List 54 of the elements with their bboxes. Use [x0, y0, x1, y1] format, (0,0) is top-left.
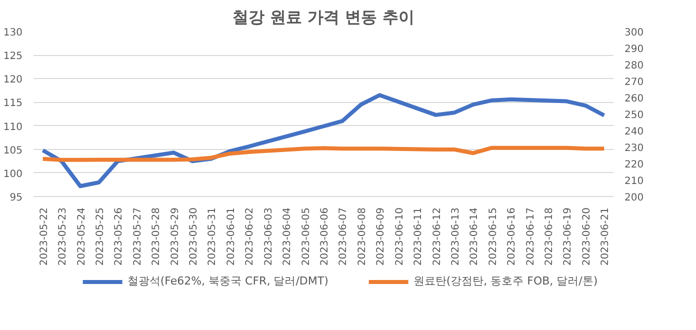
- x-tick-label: 2023-06-14: [469, 207, 480, 266]
- legend-label: 원료탄(강점탄, 동호주 FOB, 달러/톤): [413, 274, 598, 288]
- x-tick-label: 2023-06-19: [562, 207, 574, 266]
- x-tick-label: 2023-06-16: [506, 207, 518, 266]
- y-tick-label: 110: [3, 122, 23, 133]
- x-tick-label: 2023-06-15: [488, 207, 499, 266]
- x-tick-label: 2023-05-30: [188, 207, 200, 266]
- x-tick-label: 2023-05-25: [94, 207, 106, 266]
- x-tick-label: 2023-06-07: [338, 207, 350, 266]
- y-tick-label: 120: [3, 74, 23, 86]
- y-tick-label: 100: [3, 168, 23, 180]
- y2-tick-label: 270: [624, 77, 644, 88]
- x-tick-label: 2023-06-13: [450, 207, 462, 266]
- y2-tick-label: 240: [624, 126, 644, 138]
- y2-tick-label: 220: [624, 160, 644, 170]
- x-tick-label: 2023-06-04: [282, 207, 294, 266]
- y-tick-label: 105: [3, 145, 23, 156]
- x-tick-label: 2023-05-23: [58, 207, 69, 266]
- legend-label: 철광석(Fe62%, 북중국 CFR, 달러/DMT): [127, 274, 328, 288]
- y2-tick-label: 290: [624, 44, 644, 55]
- x-tick-label: 2023-06-21: [600, 207, 612, 266]
- y-tick-label: 130: [3, 28, 23, 38]
- x-tick-label: 2023-06-02: [244, 207, 256, 266]
- x-tick-label: 2023-06-08: [356, 207, 368, 266]
- x-tick-label: 2023-05-27: [132, 207, 144, 266]
- chart-title: 철강 원료 가격 변동 추이: [232, 8, 415, 26]
- y2-tick-label: 250: [624, 110, 644, 121]
- x-tick-label: 2023-06-11: [413, 207, 424, 266]
- y2-tick-label: 210: [624, 176, 644, 187]
- x-tick-label: 2023-06-01: [226, 207, 237, 266]
- x-tick-label: 2023-06-10: [394, 207, 406, 266]
- x-tick-label: 2023-06-17: [525, 207, 536, 266]
- x-tick-label: 2023-06-03: [263, 207, 274, 266]
- x-tick-label: 2023-05-31: [207, 207, 218, 266]
- x-tick-label: 2023-06-06: [320, 207, 330, 266]
- y-tick-label: 115: [3, 98, 23, 110]
- x-tick-label: 2023-06-18: [544, 207, 556, 266]
- y2-tick-label: 280: [624, 60, 644, 72]
- x-tick-label: 2023-05-22: [38, 207, 50, 266]
- y-tick-label: 125: [3, 51, 23, 62]
- line-series: [40, 146, 606, 162]
- x-tick-label: 2023-05-26: [114, 207, 125, 266]
- x-tick-label: 2023-06-12: [432, 207, 443, 266]
- x-tick-label: 2023-05-28: [151, 207, 162, 266]
- x-tick-label: 2023-06-05: [300, 207, 312, 266]
- y2-tick-label: 260: [624, 94, 644, 104]
- x-tick-label: 2023-05-29: [170, 207, 181, 266]
- y2-tick-label: 300: [624, 28, 644, 38]
- y2-tick-label: 200: [624, 192, 644, 204]
- y-tick-label: 95: [10, 192, 23, 204]
- x-tick-label: 2023-06-09: [376, 207, 387, 266]
- y2-tick-label: 230: [624, 143, 644, 154]
- x-tick-label: 2023-06-20: [581, 207, 592, 266]
- x-tick-label: 2023-05-24: [76, 207, 88, 266]
